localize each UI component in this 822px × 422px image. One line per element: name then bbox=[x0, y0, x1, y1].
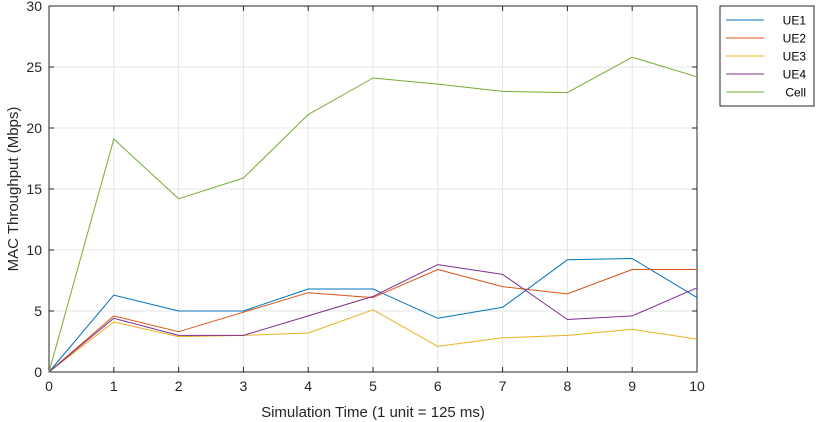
y-tick-label: 5 bbox=[34, 303, 42, 319]
x-tick-label: 4 bbox=[304, 378, 312, 394]
series-lines bbox=[48, 56, 698, 373]
series-line-ue4 bbox=[48, 264, 698, 373]
legend-label-ue3: UE3 bbox=[783, 50, 807, 64]
x-tick-label: 0 bbox=[45, 378, 53, 394]
series-line-ue3 bbox=[48, 309, 698, 373]
legend-label-ue4: UE4 bbox=[783, 68, 807, 82]
legend-label-cell: Cell bbox=[785, 86, 806, 100]
series-line-cell bbox=[48, 56, 698, 373]
legend: UE1 UE2 UE3 UE4 Cell bbox=[719, 5, 815, 107]
x-tick-label: 9 bbox=[628, 378, 636, 394]
x-tick-label: 2 bbox=[175, 378, 183, 394]
y-tick-label: 0 bbox=[34, 364, 42, 380]
x-tick-label: 7 bbox=[499, 378, 507, 394]
series-line-ue1 bbox=[48, 258, 698, 373]
x-tick-label: 8 bbox=[564, 378, 572, 394]
series-line-ue2 bbox=[48, 269, 697, 373]
x-axis-label: Simulation Time (1 unit = 125 ms) bbox=[261, 404, 485, 421]
legend-label-ue2: UE2 bbox=[783, 32, 807, 46]
legend-label-ue1: UE1 bbox=[783, 14, 807, 28]
axis-ticks: 0 1 2 3 4 5 6 7 8 9 10 0 5 10 15 20 25 30 bbox=[26, 0, 705, 394]
x-tick-label: 6 bbox=[434, 378, 442, 394]
x-tick-label: 10 bbox=[689, 378, 705, 394]
y-tick-label: 20 bbox=[26, 120, 42, 136]
x-tick-label: 5 bbox=[369, 378, 377, 394]
y-tick-label: 25 bbox=[26, 59, 42, 75]
x-tick-label: 1 bbox=[110, 378, 118, 394]
y-axis-label: MAC Throughput (Mbps) bbox=[5, 107, 22, 272]
y-tick-label: 10 bbox=[26, 242, 42, 258]
y-tick-label: 15 bbox=[26, 181, 42, 197]
grid bbox=[49, 6, 697, 372]
y-tick-label: 30 bbox=[26, 0, 42, 14]
x-tick-label: 3 bbox=[240, 378, 248, 394]
